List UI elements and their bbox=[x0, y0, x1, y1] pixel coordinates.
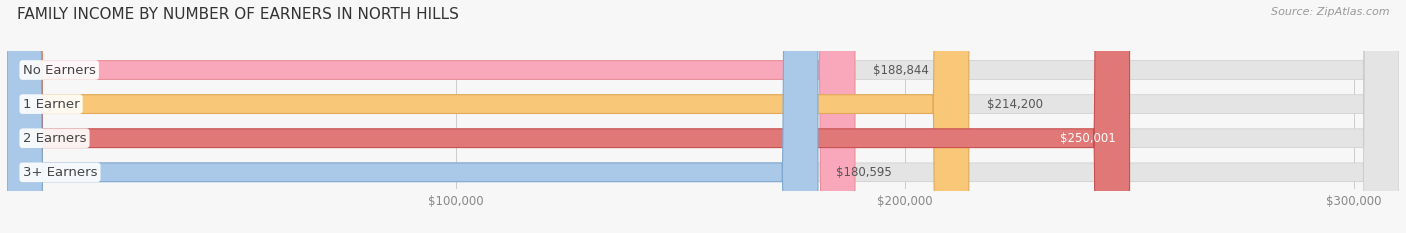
FancyBboxPatch shape bbox=[7, 0, 1399, 233]
Text: $250,001: $250,001 bbox=[1060, 132, 1116, 145]
Text: 2 Earners: 2 Earners bbox=[22, 132, 86, 145]
FancyBboxPatch shape bbox=[7, 0, 969, 233]
FancyBboxPatch shape bbox=[7, 0, 1399, 233]
FancyBboxPatch shape bbox=[7, 0, 1399, 233]
FancyBboxPatch shape bbox=[7, 0, 855, 233]
Text: $180,595: $180,595 bbox=[837, 166, 891, 179]
Text: Source: ZipAtlas.com: Source: ZipAtlas.com bbox=[1271, 7, 1389, 17]
Text: $214,200: $214,200 bbox=[987, 98, 1043, 111]
Text: FAMILY INCOME BY NUMBER OF EARNERS IN NORTH HILLS: FAMILY INCOME BY NUMBER OF EARNERS IN NO… bbox=[17, 7, 458, 22]
Text: No Earners: No Earners bbox=[22, 64, 96, 76]
FancyBboxPatch shape bbox=[7, 0, 1129, 233]
FancyBboxPatch shape bbox=[7, 0, 1399, 233]
FancyBboxPatch shape bbox=[7, 0, 818, 233]
Text: 1 Earner: 1 Earner bbox=[22, 98, 79, 111]
Text: $188,844: $188,844 bbox=[873, 64, 929, 76]
Text: 3+ Earners: 3+ Earners bbox=[22, 166, 97, 179]
